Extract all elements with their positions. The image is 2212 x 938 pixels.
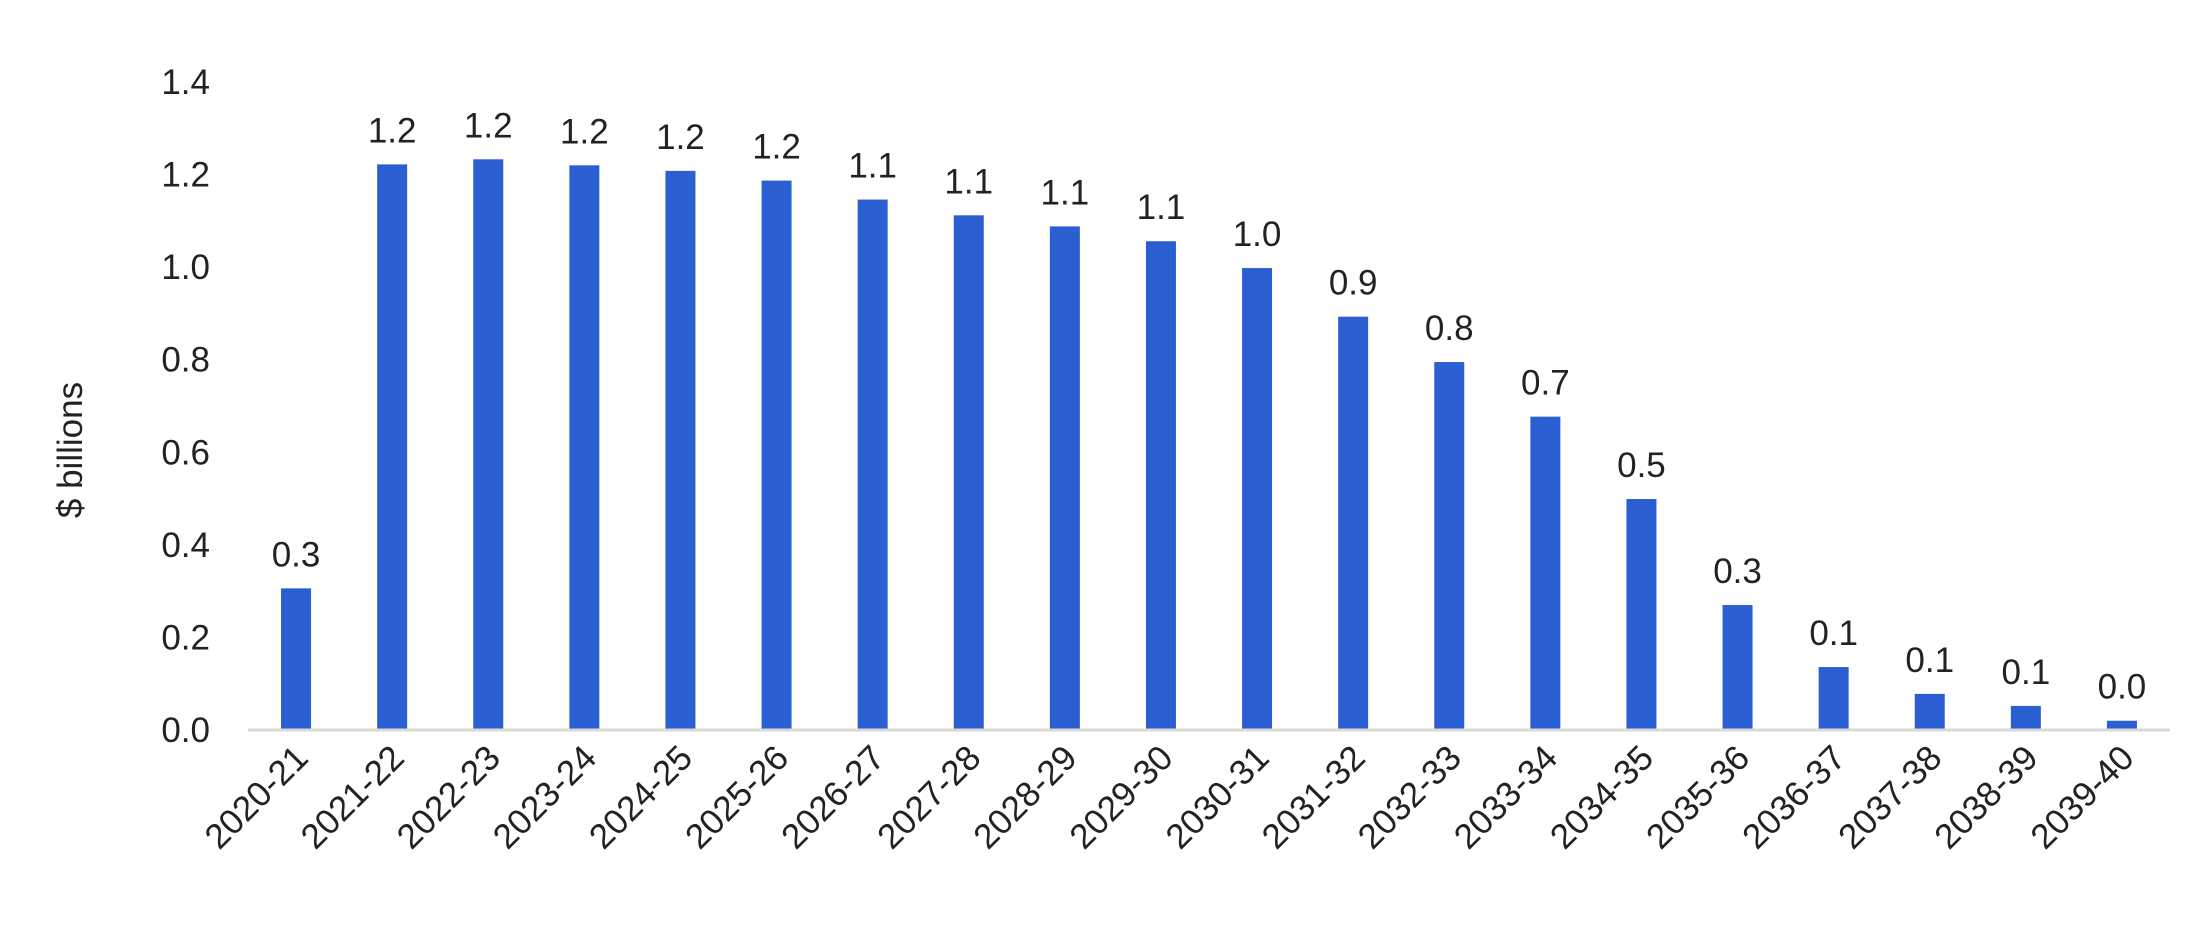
bar xyxy=(761,180,792,731)
y-tick-label: 1.2 xyxy=(161,156,210,195)
x-tick-label: 2038-39 xyxy=(1927,738,2045,856)
y-axis-ticks: 0.0 0.2 0.4 0.6 0.8 1.0 1.2 1.4 xyxy=(161,63,210,750)
y-tick-label: 1.0 xyxy=(161,248,210,287)
x-tick-label: 2036-37 xyxy=(1735,738,1853,856)
x-tick-label: 2022-23 xyxy=(389,738,507,856)
x-tick-label: 2027-28 xyxy=(870,738,988,856)
bar xyxy=(281,588,312,730)
data-label: 1.0 xyxy=(1233,215,1282,254)
y-axis-title: $ billions xyxy=(51,382,90,518)
x-tick-label: 2029-30 xyxy=(1062,738,1180,856)
bar xyxy=(1914,693,1945,730)
bar xyxy=(1242,268,1273,730)
data-label: 0.5 xyxy=(1617,446,1666,485)
y-tick-label: 0.6 xyxy=(161,433,210,472)
bar xyxy=(1818,667,1849,730)
bar xyxy=(857,199,888,730)
bar xyxy=(473,159,504,731)
x-tick-label: 2028-29 xyxy=(966,738,1084,856)
bar xyxy=(665,170,696,730)
bar xyxy=(2106,720,2137,730)
x-tick-label: 2034-35 xyxy=(1543,738,1661,856)
y-tick-label: 0.8 xyxy=(161,341,210,380)
data-label: 0.7 xyxy=(1521,364,1570,403)
data-label: 0.1 xyxy=(2002,653,2051,692)
data-label: 1.1 xyxy=(1041,173,1090,212)
data-label: 1.2 xyxy=(368,111,417,150)
y-tick-label: 0.0 xyxy=(161,711,210,750)
bar xyxy=(1530,416,1561,730)
x-axis-category-labels: 2020-212021-222022-232023-242024-252025-… xyxy=(197,738,2141,856)
x-tick-label: 2039-40 xyxy=(2023,738,2141,856)
x-tick-label: 2025-26 xyxy=(678,738,796,856)
x-tick-label: 2032-33 xyxy=(1350,738,1468,856)
data-label: 1.2 xyxy=(656,118,705,157)
data-label: 0.3 xyxy=(272,535,321,574)
x-tick-label: 2020-21 xyxy=(197,738,315,856)
y-tick-label: 0.4 xyxy=(161,526,210,565)
y-tick-label: 1.4 xyxy=(161,63,210,102)
data-label: 1.1 xyxy=(944,162,993,201)
y-tick-label: 0.2 xyxy=(161,618,210,657)
data-labels: 0.3 1.2 1.2 1.2 1.2 1.2 1.1 1.1 1.1 1.1 1.0 0.9 0.8 0… xyxy=(272,106,2147,706)
bar xyxy=(1434,362,1465,730)
data-label: 0.1 xyxy=(1905,641,1954,680)
x-tick-label: 2037-38 xyxy=(1831,738,1949,856)
x-tick-label: 2024-25 xyxy=(582,738,700,856)
bar xyxy=(1049,226,1080,730)
data-label: 0.1 xyxy=(1809,614,1858,653)
data-label: 1.2 xyxy=(464,106,513,145)
x-tick-label: 2031-32 xyxy=(1254,738,1372,856)
data-label: 1.2 xyxy=(560,112,609,151)
bars xyxy=(281,159,2137,731)
x-tick-label: 2030-31 xyxy=(1158,738,1276,856)
bar xyxy=(1722,605,1753,730)
bar xyxy=(1626,499,1657,730)
x-tick-label: 2033-34 xyxy=(1447,738,1565,856)
data-label: 1.1 xyxy=(848,147,897,186)
bar xyxy=(953,215,984,730)
x-tick-label: 2026-27 xyxy=(774,738,892,856)
x-tick-label: 2023-24 xyxy=(486,738,604,856)
bar xyxy=(377,164,408,731)
bar xyxy=(569,165,600,731)
data-label: 0.8 xyxy=(1425,309,1474,348)
bar xyxy=(1338,316,1369,730)
data-label: 0.9 xyxy=(1329,264,1378,303)
x-tick-label: 2021-22 xyxy=(293,738,411,856)
data-label: 0.0 xyxy=(2098,668,2147,707)
data-label: 0.3 xyxy=(1713,552,1762,591)
bar xyxy=(1145,241,1176,731)
x-tick-label: 2035-36 xyxy=(1639,738,1757,856)
bar xyxy=(2010,705,2041,730)
data-label: 1.1 xyxy=(1137,188,1186,227)
data-label: 1.2 xyxy=(752,128,801,167)
